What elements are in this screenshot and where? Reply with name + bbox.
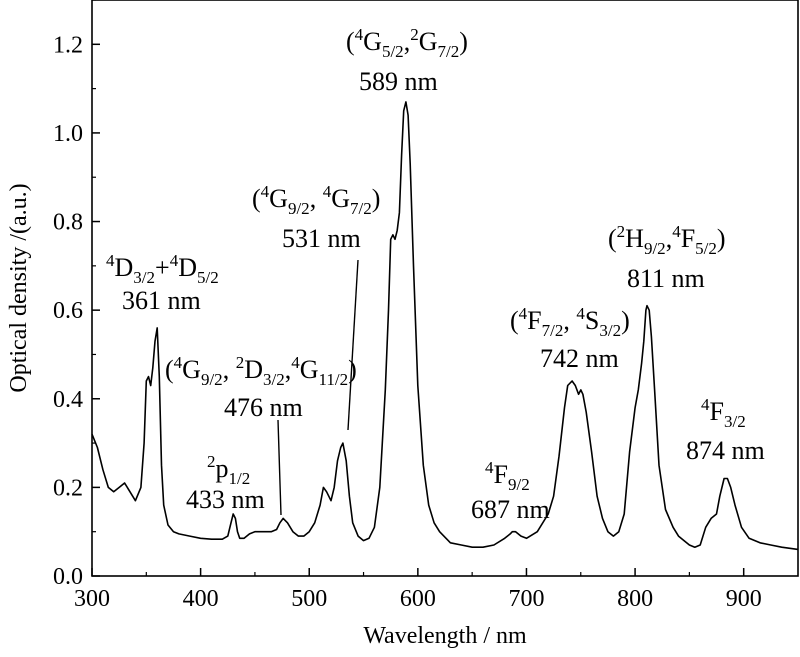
- annotation-433-wavelength: 433 nm: [186, 485, 265, 514]
- x-axis-label: Wavelength / nm: [363, 623, 527, 649]
- annotation-742-term: (4F7/2, 4S3/2): [510, 304, 630, 340]
- x-tick-label-800: 800: [617, 586, 653, 612]
- annotation-687-wavelength: 687 nm: [471, 495, 550, 524]
- series-line-optical-density: [91, 101, 799, 551]
- x-tick-label-300: 300: [74, 586, 110, 612]
- y-tick-label-0.6: 0.6: [53, 298, 83, 324]
- y-tick-label-0.8: 0.8: [53, 210, 83, 236]
- y-axis-label: Optical density /(a.u.): [6, 183, 32, 392]
- x-tick-label-500: 500: [291, 586, 327, 612]
- annotation-531-term: (4G9/2, 4G7/2): [252, 182, 380, 218]
- annotation-874-term: 4F3/2: [701, 395, 746, 431]
- annotation-476-term: (4G9/2, 2D3/2,4G11/2): [165, 353, 357, 389]
- leader-line-476: [277, 419, 282, 516]
- axis-ticks: 300 400 500 600 700 800 900 0.0 0.2 0.4 0.6 0.8 1.0 1…: [53, 0, 762, 612]
- x-tick-label-600: 600: [400, 586, 436, 612]
- annotation-361-wavelength: 361 nm: [122, 286, 201, 315]
- y-tick-label-1.0: 1.0: [53, 121, 83, 147]
- annotation-742-wavelength: 742 nm: [540, 344, 619, 373]
- y-tick-label-0.4: 0.4: [53, 387, 83, 413]
- annotation-433-term: 2p1/2: [207, 452, 250, 488]
- annotation-589-wavelength: 589 nm: [359, 67, 438, 96]
- leader-line-531: [347, 259, 359, 431]
- annotation-589-term: (4G5/2,2G7/2): [346, 25, 468, 61]
- annotation-811-term: (2H9/2,4F5/2): [608, 222, 726, 258]
- annotation-687-term: 4F9/2: [485, 458, 530, 494]
- y-tick-label-0.0: 0.0: [53, 564, 83, 590]
- annotation-874-wavelength: 874 nm: [686, 436, 765, 465]
- y-tick-label-1.2: 1.2: [53, 32, 83, 58]
- x-tick-label-400: 400: [183, 586, 219, 612]
- plot-frame: [91, 0, 799, 577]
- x-tick-label-700: 700: [508, 586, 544, 612]
- annotation-476-wavelength: 476 nm: [224, 393, 303, 422]
- annotation-531-wavelength: 531 nm: [282, 224, 361, 253]
- x-tick-label-900: 900: [726, 586, 762, 612]
- annotation-361-term: 4D3/2+4D5/2: [106, 251, 219, 287]
- annotation-811-wavelength: 811 nm: [627, 264, 705, 293]
- y-tick-label-0.2: 0.2: [53, 475, 83, 501]
